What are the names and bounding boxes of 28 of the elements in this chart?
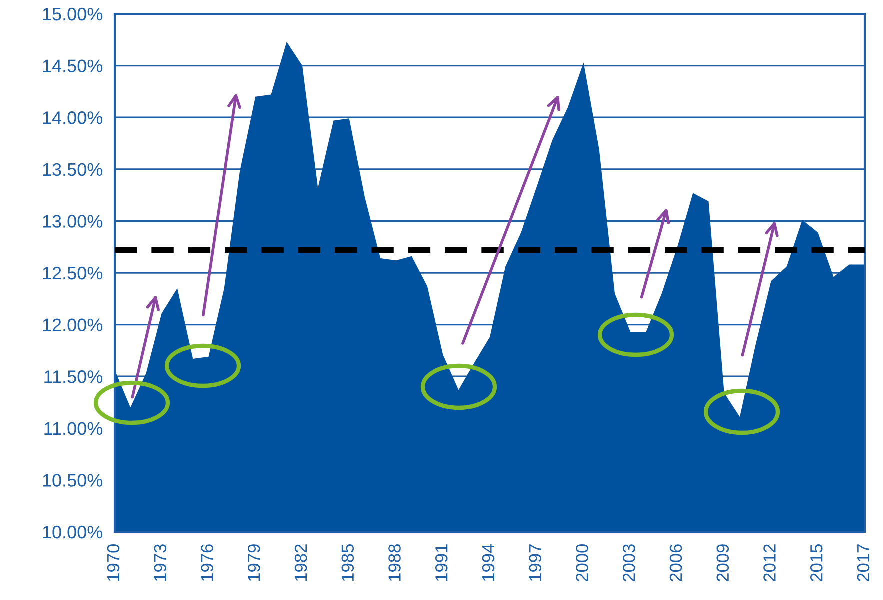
y-tick-label: 13.00%	[43, 215, 103, 228]
x-tick-label: 1970	[107, 544, 120, 582]
x-tick-label: 1994	[482, 544, 495, 582]
x-tick-label: 1985	[342, 544, 354, 582]
x-tick-label: 2017	[857, 544, 870, 582]
x-tick-label: 1991	[435, 544, 448, 582]
x-tick-label: 2006	[670, 544, 682, 582]
y-tick-label: 15.00%	[43, 8, 103, 21]
y-tick-label: 14.00%	[43, 112, 103, 124]
x-tick-label: 1988	[388, 544, 401, 582]
x-tick-label: 1982	[294, 544, 308, 582]
y-tick-label: 12.50%	[43, 266, 103, 280]
y-tick-label: 14.50%	[43, 60, 103, 73]
y-tick-label: 10.00%	[43, 526, 103, 539]
y-tick-label: 12.00%	[43, 318, 103, 332]
x-tick-label: 1997	[529, 544, 542, 582]
x-tick-label: 1976	[201, 544, 214, 582]
x-tick-label: 2015	[810, 544, 823, 582]
x-tick-label: 2009	[716, 544, 730, 582]
x-tick-label: 2000	[576, 544, 588, 582]
x-tick-label: 2003	[622, 544, 636, 582]
y-tick-label: 11.50%	[44, 370, 103, 384]
x-tick-label: 1979	[248, 544, 260, 582]
y-tick-label: 10.50%	[43, 474, 103, 487]
y-tick-label: 13.50%	[43, 163, 103, 176]
y-tick-label: 11.00%	[44, 422, 103, 436]
x-tick-label: 2012	[764, 544, 776, 582]
x-tick-label: 1973	[154, 544, 167, 582]
